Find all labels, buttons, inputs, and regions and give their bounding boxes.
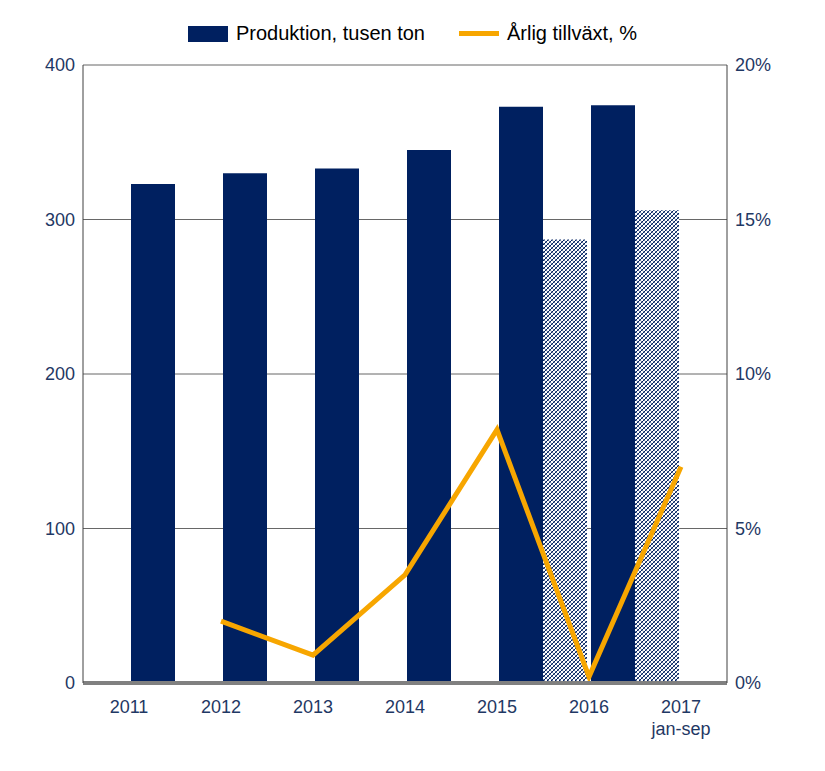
svg-text:2016: 2016 bbox=[569, 697, 609, 717]
svg-text:10%: 10% bbox=[735, 364, 771, 384]
svg-text:2017jan-sep: 2017jan-sep bbox=[650, 697, 710, 739]
svg-text:15%: 15% bbox=[735, 210, 771, 230]
svg-text:2011: 2011 bbox=[110, 697, 149, 717]
svg-text:100: 100 bbox=[45, 519, 75, 539]
svg-text:2015: 2015 bbox=[477, 697, 517, 717]
svg-text:2012: 2012 bbox=[201, 697, 241, 717]
svg-text:200: 200 bbox=[45, 364, 75, 384]
svg-text:20%: 20% bbox=[735, 55, 771, 75]
svg-text:0: 0 bbox=[65, 673, 75, 693]
svg-text:2014: 2014 bbox=[385, 697, 425, 717]
svg-text:5%: 5% bbox=[735, 519, 761, 539]
svg-text:0%: 0% bbox=[735, 673, 761, 693]
svg-text:400: 400 bbox=[45, 55, 75, 75]
html-text:Årlig tillväxt, %: Årlig tillväxt, % bbox=[507, 22, 637, 44]
html-text:Produktion, tusen ton: Produktion, tusen ton bbox=[236, 22, 425, 44]
svg-text:300: 300 bbox=[45, 210, 75, 230]
svg-text:2013: 2013 bbox=[293, 697, 333, 717]
